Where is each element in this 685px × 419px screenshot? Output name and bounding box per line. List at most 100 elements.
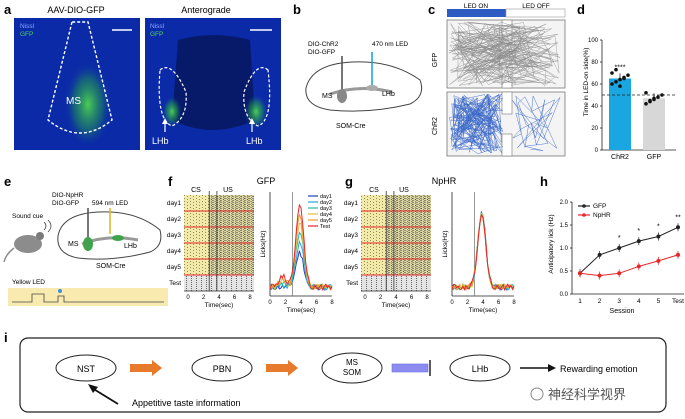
mouse-body <box>14 235 42 253</box>
raster-tick: 8 <box>248 295 252 301</box>
svg-text:GFP: GFP <box>257 176 276 186</box>
trajectory-path <box>448 21 560 87</box>
d-bar-gfp <box>643 98 665 150</box>
svg-text:DIO-ChR2: DIO-ChR2 <box>308 41 339 48</box>
h-category-label: 2 <box>598 298 602 305</box>
legend-entry: Test <box>320 224 331 230</box>
legend-entry: day4 <box>320 212 332 218</box>
svg-text:LHb: LHb <box>382 91 395 98</box>
raster-row-label: day1 <box>167 200 181 207</box>
lick-tick: 8 <box>330 300 334 306</box>
svg-text:NpHR: NpHR <box>432 176 457 186</box>
svg-text:MS: MS <box>346 358 358 367</box>
node-nst <box>55 354 117 382</box>
d-point <box>614 80 618 84</box>
raster-row-label: day5 <box>344 264 358 271</box>
ms-outline <box>47 21 113 134</box>
svg-text:Yellow LED: Yellow LED <box>12 279 45 286</box>
lick-trace <box>451 214 515 292</box>
raster-tick: 0 <box>186 295 190 301</box>
node-ms-som <box>321 352 383 384</box>
h-point <box>676 225 680 230</box>
arrow-nst-pbn <box>130 360 162 376</box>
h-point <box>578 271 582 276</box>
h-point <box>676 252 680 257</box>
panel-b: b DIO-ChR2 DIO-GFP 470 nm LED MS LHb SOM… <box>293 2 423 130</box>
raster-tick: 0 <box>363 295 367 301</box>
raster-tick: 6 <box>410 295 414 301</box>
raster-row-label: day3 <box>167 232 181 239</box>
raster-tick: 4 <box>217 295 221 301</box>
h-significance: * <box>657 224 660 231</box>
panel-i: i NST PBN MS SOM LHb Rewarding emotion A… <box>4 330 667 413</box>
h-series-nphr <box>579 254 679 277</box>
legend-entry: day1 <box>320 194 332 200</box>
raster-tick: 2 <box>379 295 383 301</box>
legend-entry: day5 <box>320 218 332 224</box>
d-point <box>618 84 622 88</box>
raster-row-label: Test <box>169 280 181 287</box>
h-point <box>656 258 661 263</box>
arrow-pbn-ms <box>266 360 298 376</box>
h-category-label: 5 <box>657 298 661 305</box>
svg-text:Nissl: Nissl <box>150 23 165 30</box>
label-lhb-right: LHb <box>246 136 263 146</box>
legend-entry: day2 <box>320 200 332 206</box>
svg-text:470 nm LED: 470 nm LED <box>372 41 408 48</box>
h-point <box>636 264 641 269</box>
lick-tick: 6 <box>315 300 319 306</box>
label-lhb-left: LHb <box>152 136 169 146</box>
d-point <box>610 71 614 75</box>
svg-text:NST: NST <box>77 364 96 374</box>
lick-tick: 2 <box>284 300 288 306</box>
d-point <box>622 76 626 81</box>
raster-row-label: day2 <box>344 216 358 223</box>
raster-row-label: day2 <box>167 216 181 223</box>
d-point <box>614 67 618 72</box>
panel-letter-b: b <box>293 2 301 17</box>
svg-text:PBN: PBN <box>213 364 232 374</box>
watermark-icon <box>530 387 544 401</box>
h-tick-label: 0.0 <box>560 292 569 298</box>
lick-ylabel: Licks(Hz) <box>442 230 449 257</box>
lick-tick: 4 <box>481 300 485 306</box>
svg-text:MS: MS <box>68 241 79 248</box>
h-series-gfp <box>579 226 679 274</box>
lick-trace <box>451 211 515 291</box>
h-point <box>636 239 641 244</box>
panel-h: h Anticipatory lick (Hz) Session 0.0 0.5 1… <box>540 174 684 315</box>
raster-tick: 8 <box>425 295 429 301</box>
panel-letter-e: e <box>4 174 11 189</box>
svg-text:DIO-GFP: DIO-GFP <box>52 200 79 207</box>
label-rewarding-emotion: Rewarding emotion <box>560 364 638 374</box>
svg-text:LHb: LHb <box>472 364 489 374</box>
svg-text:Nissl: Nissl <box>20 23 35 30</box>
panel-letter-h: h <box>540 174 548 189</box>
raster-tick: 2 <box>202 295 206 301</box>
svg-text:CS: CS <box>191 187 201 194</box>
d-tick-label: 100 <box>588 38 599 44</box>
raster-row-label: Test <box>346 280 358 287</box>
svg-text:SOM-Cre: SOM-Cre <box>96 263 126 270</box>
svg-text:CS: CS <box>369 187 379 194</box>
h-category-label: 1 <box>578 298 582 305</box>
lick-xlabel: Time(sec) <box>469 307 498 314</box>
lick-tick: 0 <box>268 300 272 306</box>
svg-text:LHb: LHb <box>124 243 137 250</box>
raster-row-label: day4 <box>167 248 181 255</box>
h-legend-entry: GFP <box>593 203 606 210</box>
panel-letter-d: d <box>577 2 585 17</box>
lick-trace <box>451 211 515 291</box>
d-point <box>644 102 648 106</box>
svg-text:GFP: GFP <box>432 52 439 67</box>
panel-d: d Time in LED-on side(%) 0 20 40 60 80 100 ChR… <box>577 2 676 161</box>
node-lhb <box>449 354 511 382</box>
lick-xlabel: Time(sec) <box>287 307 316 314</box>
panel-e: e DIO-NpHR DIO-GFP 594 nm LED Sound cue … <box>3 174 168 306</box>
title-anterograde: Anterograde <box>181 5 231 15</box>
d-tick-label: 0 <box>595 148 599 154</box>
svg-text:594 nm LED: 594 nm LED <box>92 200 128 207</box>
raster-xlabel: Time(sec) <box>205 302 234 309</box>
h-significance: * <box>637 228 640 235</box>
